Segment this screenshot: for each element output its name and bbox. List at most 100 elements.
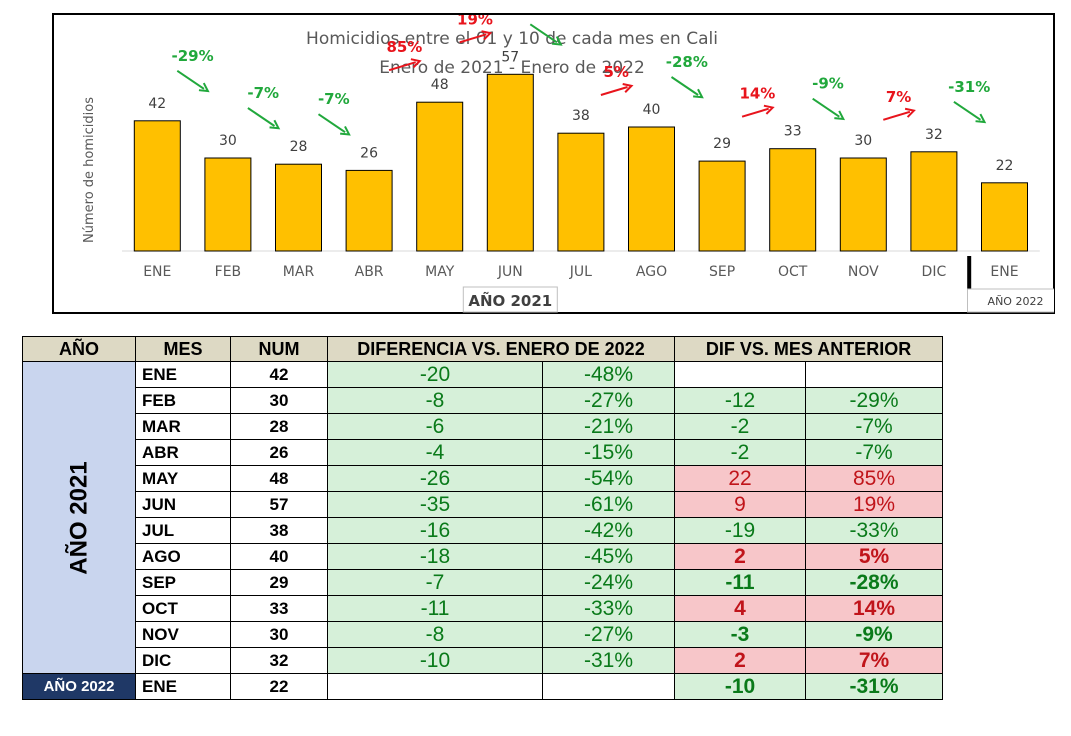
year-2021-label: AÑO 2021 [65,460,93,575]
bar-value-label: 40 [643,102,661,118]
num-cell: 33 [230,595,328,622]
diff-jan-cell: -10 [327,647,543,674]
group-2021-label: AÑO 2021 [468,291,552,310]
header-month: MES [135,336,231,362]
change-label: -31% [948,78,990,96]
diff-prev-cell: 2 [674,543,807,570]
bar [133,120,181,252]
change-arrow [600,86,628,96]
num-cell: 30 [230,387,328,414]
diff-jan-pct-cell: -27% [541,387,676,414]
change-arrow [670,76,699,96]
x-tick-label: FEB [215,264,242,280]
num-cell: 57 [230,491,328,518]
change-arrow [176,69,205,90]
diff-prev-pct-cell: -28% [805,569,944,596]
table-row: MAR 28 -6 -21% -2 -7% [23,413,944,440]
chart-subtitle: Enero de 2021 - Enero de 2022 [379,58,645,78]
change-arrow [529,23,558,44]
header-num: NUM [230,336,328,362]
group-2021-box [462,286,558,313]
diff-prev-cell: -12 [674,387,807,414]
header-diff-prev: DIF VS. MES ANTERIOR [674,336,944,362]
bar [698,160,746,252]
diff-jan-cell: -35 [327,491,543,518]
bar [416,101,464,252]
num-cell: 38 [230,517,328,544]
change-arrowhead [834,110,846,121]
table-row: AGO 40 -18 -45% 2 5% [23,543,944,570]
diff-prev-cell: -2 [674,413,807,440]
bar [557,132,605,252]
bar [769,148,817,252]
x-tick-label: DIC [922,264,947,280]
change-label: 14% [739,85,775,103]
num-cell: 40 [230,543,328,570]
diff-prev-cell: 9 [674,491,807,518]
change-arrow [953,100,982,121]
change-arrow [883,110,911,121]
month-cell: JUN [135,491,231,518]
table-row: DIC 32 -10 -31% 2 7% [23,647,944,674]
bar-value-label: 33 [784,124,802,140]
month-cell: ABR [135,439,231,466]
data-table: AÑO MES NUM DIFERENCIA VS. ENERO DE 2022… [22,336,944,700]
diff-jan-cell: -11 [327,595,543,622]
change-arrow [812,97,840,118]
diff-jan-cell: -8 [327,621,543,648]
diff-jan-pct-cell: -42% [541,517,676,544]
diff-jan-pct-cell: -24% [541,569,676,596]
change-label: 7% [886,88,911,106]
x-tick-label: MAY [425,264,455,280]
change-label: -7% [247,84,279,102]
table-row: SEP 29 -7 -24% -11 -28% [23,569,944,596]
bar [204,157,252,252]
num-cell: 32 [230,647,328,674]
x-tick-label: AGO [636,264,667,280]
table-row: AÑO 2021 ENE 42 -20 -48% [22,361,944,674]
diff-jan-pct-cell: -15% [541,439,676,466]
diff-prev-pct-cell: 5% [805,543,944,570]
change-arrowhead [904,107,916,118]
bar [839,157,887,252]
x-tick-label: ENE [143,264,171,280]
bar-value-label: 30 [219,133,237,149]
diff-jan-cell: -18 [327,543,543,570]
diff-prev-cell: 4 [674,595,807,622]
diff-prev-pct-cell: -9% [805,621,944,648]
bar-value-label: 26 [360,145,378,161]
change-arrowhead [622,83,634,93]
bar [628,126,675,252]
change-label: -7% [318,90,350,108]
diff-prev-pct-cell [805,361,944,388]
month-cell: OCT [135,595,231,622]
diff-prev-pct-cell: -7% [805,413,944,440]
group-2022-label: AÑO 2022 [988,295,1044,308]
num-cell: 48 [230,465,328,492]
group-2022-box [967,288,1054,313]
month-cell: FEB [135,387,231,414]
bar-value-label: 28 [290,139,308,155]
diff-jan-cell: -8 [327,387,543,414]
change-label: -33% [525,15,567,18]
table-row: JUL 38 -16 -42% -19 -33% [23,517,944,544]
month-cell: ENE [135,361,231,388]
change-arrowhead [975,113,987,124]
diff-jan-cell: -4 [327,439,543,466]
bar-value-label: 42 [148,96,166,112]
change-arrowhead [198,82,210,93]
x-tick-label: JUL [569,264,592,280]
diff-jan-cell [327,673,543,700]
month-cell: SEP [135,569,231,596]
bar-chart: Homicidios entre el 01 y 10 de cada mes … [82,15,1054,313]
diff-jan-cell: -6 [327,413,543,440]
num-cell: 22 [230,673,328,700]
month-cell: MAY [135,465,231,492]
change-label: 19% [457,15,493,28]
change-label: 85% [386,38,422,56]
x-tick-label: NOV [848,264,879,280]
table-row: ABR 26 -4 -15% -2 -7% [23,439,944,466]
diff-prev-pct-cell: -7% [805,439,944,466]
bar [981,182,1028,252]
diff-jan-pct-cell: -48% [541,361,676,388]
